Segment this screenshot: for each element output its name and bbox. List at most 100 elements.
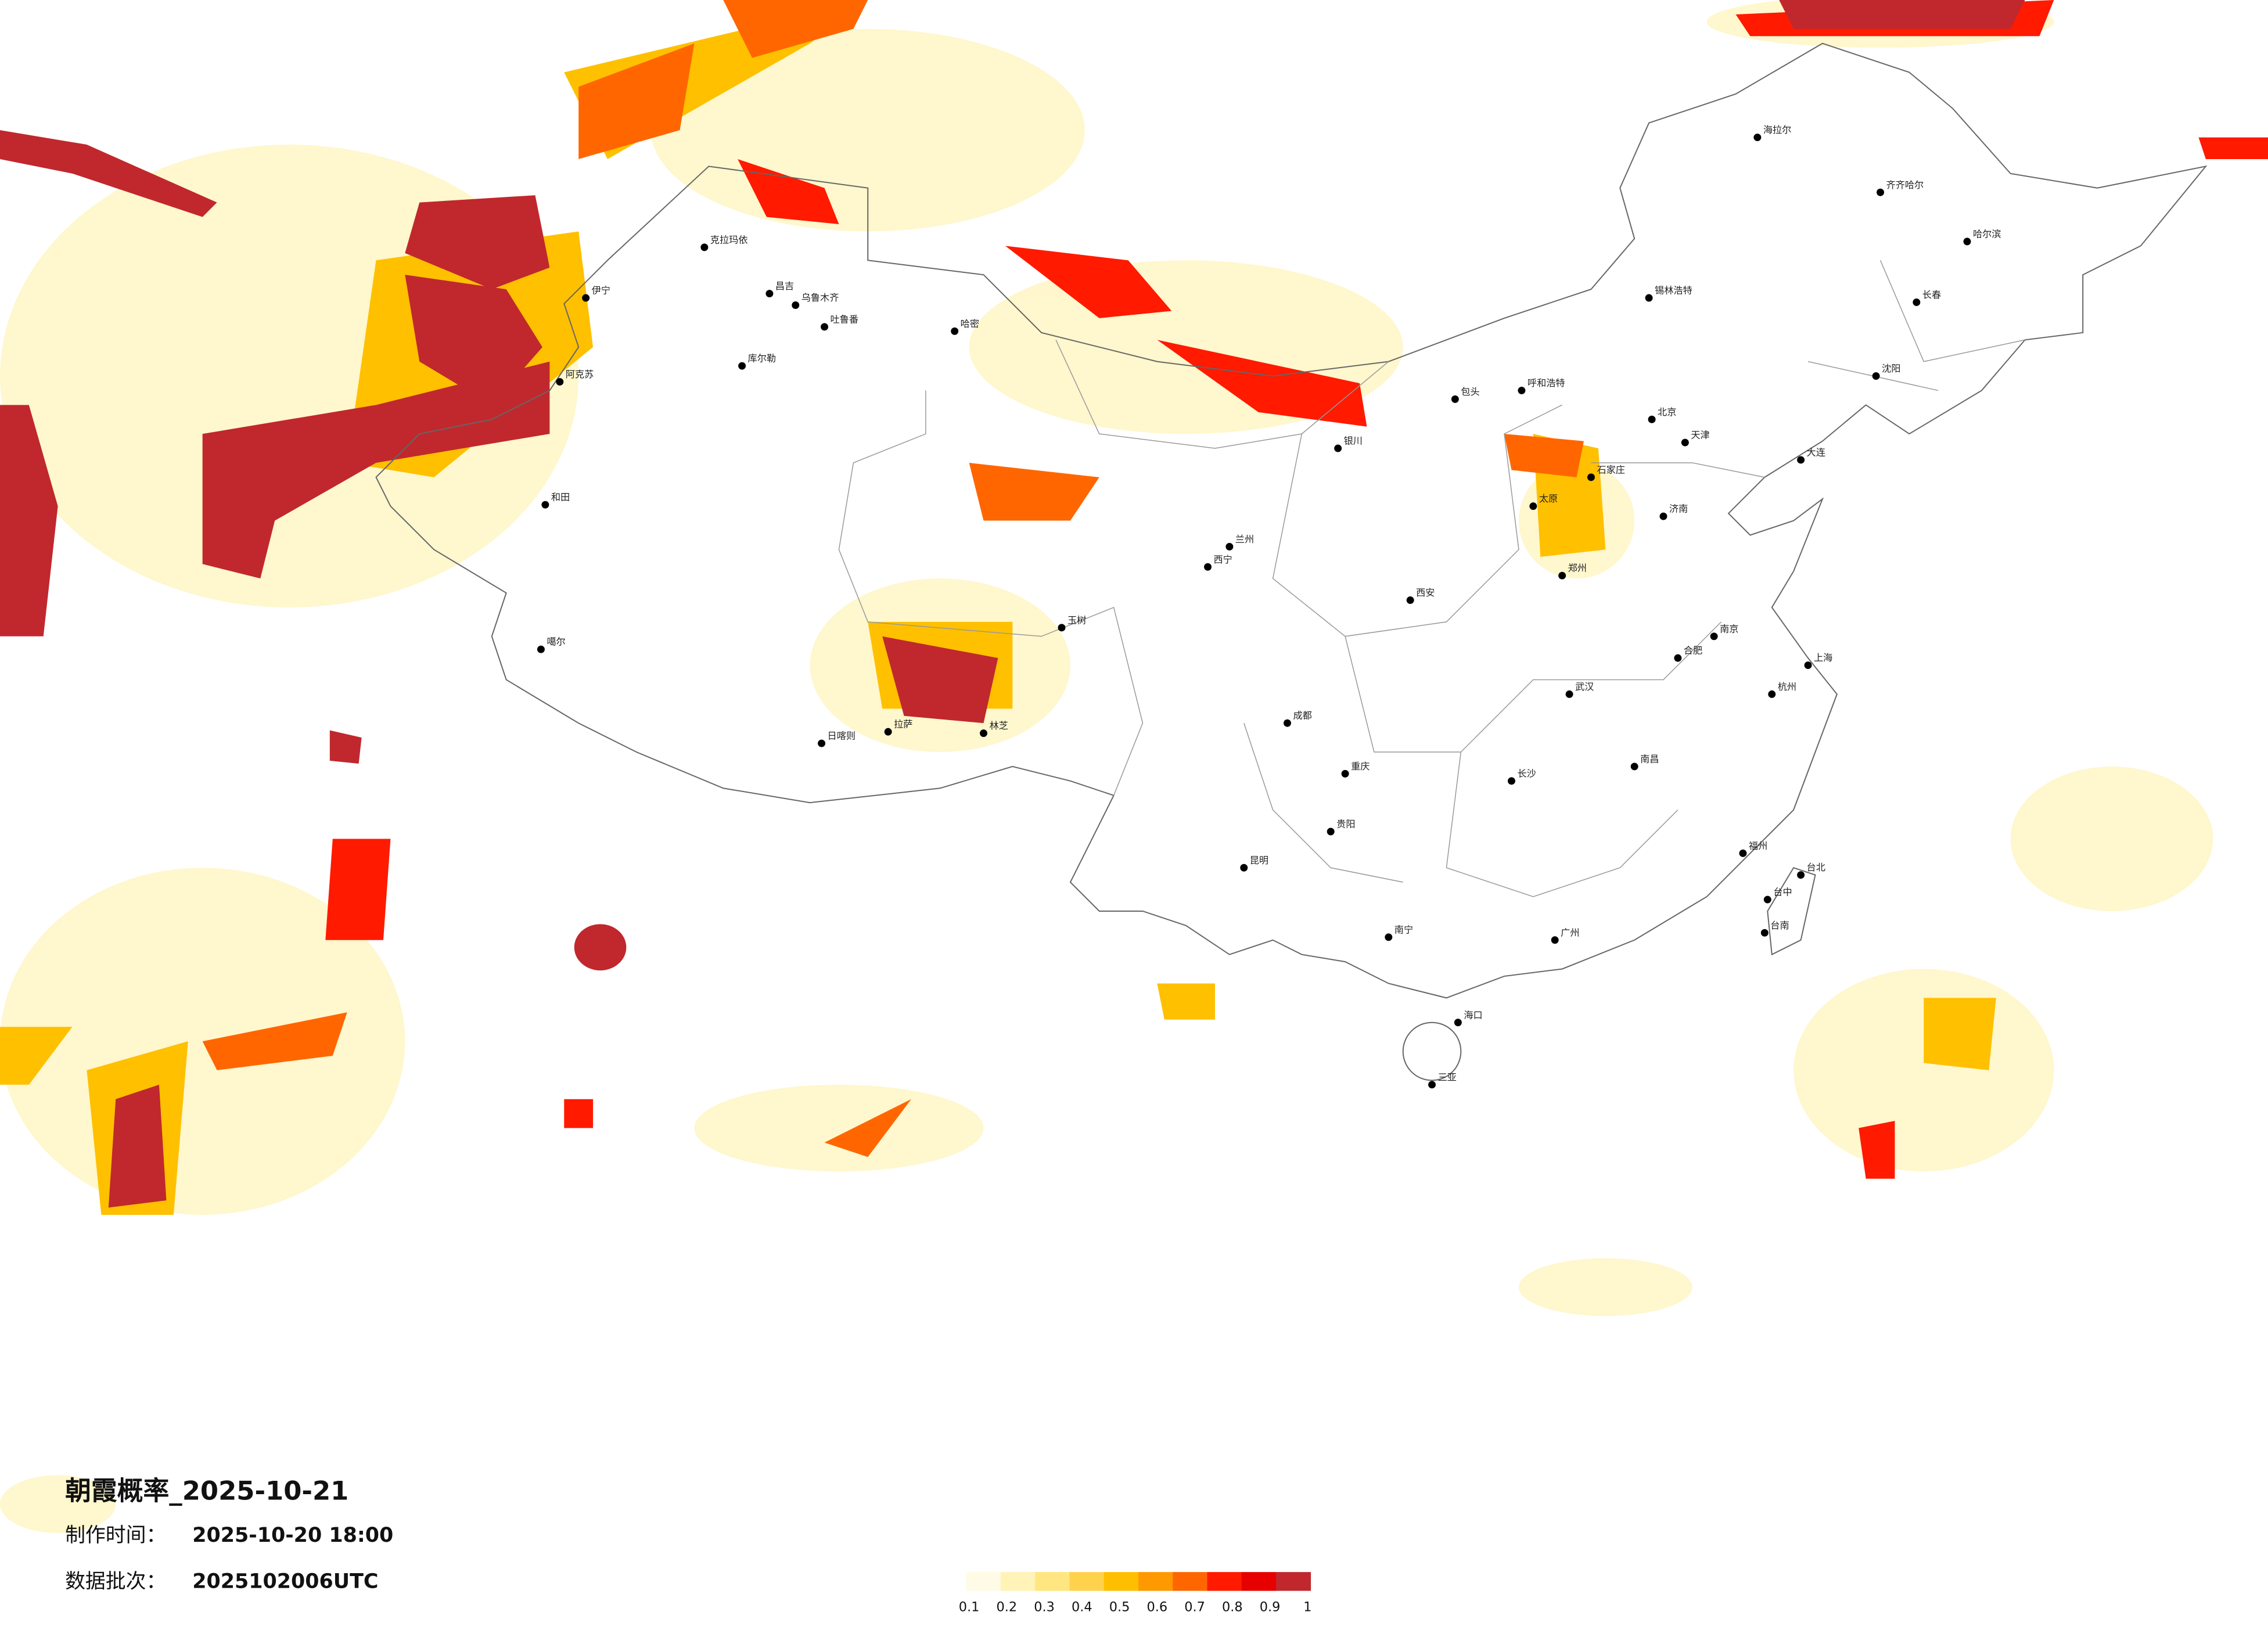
city-label: 台中 — [1773, 887, 1792, 898]
city-label: 石家庄 — [1597, 464, 1625, 475]
map-title: 朝霞概率_2025-10-21 — [65, 1476, 348, 1506]
city-dot — [1428, 1081, 1436, 1089]
city-label: 台北 — [1807, 862, 1825, 873]
city-label: 阿克苏 — [566, 369, 594, 380]
city-label: 上海 — [1814, 652, 1832, 663]
city-dot — [1334, 444, 1342, 452]
city-dot — [1963, 238, 1971, 246]
city-label: 海拉尔 — [1763, 124, 1792, 135]
city-dot — [1518, 386, 1526, 394]
city-label: 哈尔滨 — [1973, 228, 2001, 239]
city-label: 呼和浩特 — [1527, 377, 1565, 388]
city-dot — [792, 301, 800, 309]
city-dot — [1451, 395, 1459, 403]
city-label: 天津 — [1691, 430, 1709, 441]
city-label: 西宁 — [1213, 554, 1232, 565]
city-label: 日喀则 — [828, 731, 856, 742]
city-dot — [1710, 632, 1718, 641]
city-label: 哈密 — [961, 318, 979, 329]
city-dot — [1327, 828, 1335, 836]
city-label: 昌吉 — [775, 280, 794, 292]
city-dot — [1681, 438, 1689, 447]
city-label: 西安 — [1416, 587, 1435, 598]
city-label: 郑州 — [1568, 563, 1587, 574]
legend-tick-label: 0.8 — [1222, 1599, 1243, 1614]
city-label: 长春 — [1922, 289, 1941, 300]
city-label: 台南 — [1770, 920, 1789, 931]
city-label: 长沙 — [1517, 768, 1536, 779]
legend-swatch — [1207, 1572, 1242, 1591]
hainan — [1402, 1021, 1462, 1081]
city-dot — [980, 729, 987, 738]
legend-swatch — [1276, 1572, 1311, 1591]
city-label: 合肥 — [1684, 645, 1702, 656]
city-dot — [884, 728, 892, 736]
legend-tick-label: 0.5 — [1109, 1599, 1130, 1614]
legend-tick-label: 0.6 — [1147, 1599, 1168, 1614]
city-dot — [1648, 415, 1656, 423]
city-dot — [818, 739, 826, 747]
city-dot — [1225, 542, 1234, 551]
boundaries — [375, 42, 2208, 1081]
city-dot — [1341, 769, 1349, 778]
city-label: 和田 — [551, 492, 570, 503]
city-dot — [1406, 596, 1414, 605]
city-label: 噶尔 — [547, 636, 565, 647]
info-value: 2025102006UTC — [192, 1570, 378, 1593]
city-label: 乌鲁木齐 — [801, 292, 839, 303]
heat-field — [0, 0, 2268, 1533]
legend-swatch — [1069, 1572, 1105, 1591]
city-dot — [1913, 298, 1921, 306]
city-dot — [821, 323, 829, 331]
city-dot — [1739, 849, 1747, 857]
city-label: 伊宁 — [592, 285, 610, 296]
city-dot — [1587, 473, 1595, 481]
taiwan — [1767, 867, 1816, 956]
city-label: 贵阳 — [1336, 819, 1355, 830]
china-outline — [375, 42, 2208, 999]
legend-tick-label: 0.1 — [959, 1599, 980, 1614]
legend-swatch — [1241, 1572, 1277, 1591]
city-label: 武汉 — [1575, 681, 1594, 692]
legend-swatch — [966, 1572, 1001, 1591]
city-label: 兰州 — [1235, 534, 1254, 545]
city-dot — [1204, 563, 1212, 571]
city-dot — [700, 243, 709, 251]
city-dot — [582, 294, 590, 302]
city-label: 林芝 — [989, 720, 1008, 731]
legend-swatch — [1138, 1572, 1173, 1591]
legend-tick-label: 0.9 — [1260, 1599, 1281, 1614]
city-dot — [1385, 933, 1393, 941]
city-dot — [1508, 777, 1515, 785]
city-label: 南京 — [1720, 623, 1738, 634]
city-label: 拉萨 — [894, 719, 912, 730]
legend-swatch — [1035, 1572, 1070, 1591]
city-label: 银川 — [1344, 436, 1363, 447]
city-label: 昆明 — [1250, 855, 1268, 866]
city-dot — [1804, 661, 1812, 670]
city-dot — [1674, 654, 1682, 662]
city-label: 杭州 — [1778, 681, 1796, 692]
city-label: 沈阳 — [1882, 363, 1900, 374]
info-label: 制作时间： — [65, 1524, 166, 1547]
city-dot — [537, 645, 545, 653]
city-label: 克拉玛依 — [710, 234, 748, 245]
city-label: 吐鲁番 — [831, 314, 859, 325]
city-dot — [1551, 936, 1559, 944]
city-label: 广州 — [1561, 927, 1579, 938]
city-label: 南昌 — [1640, 753, 1659, 764]
info-value: 2025-10-20 18:00 — [192, 1524, 393, 1547]
city-dot — [1645, 294, 1653, 302]
city-label: 成都 — [1293, 710, 1311, 721]
city-dot — [1630, 762, 1638, 771]
city-label: 库尔勒 — [748, 353, 777, 364]
legend-tick-label: 0.4 — [1072, 1599, 1092, 1614]
city-dot — [1565, 690, 1573, 698]
city-dot — [1763, 895, 1771, 904]
city-label: 玉树 — [1067, 614, 1086, 625]
city-label: 重庆 — [1351, 761, 1370, 772]
legend-swatch — [1173, 1572, 1208, 1591]
